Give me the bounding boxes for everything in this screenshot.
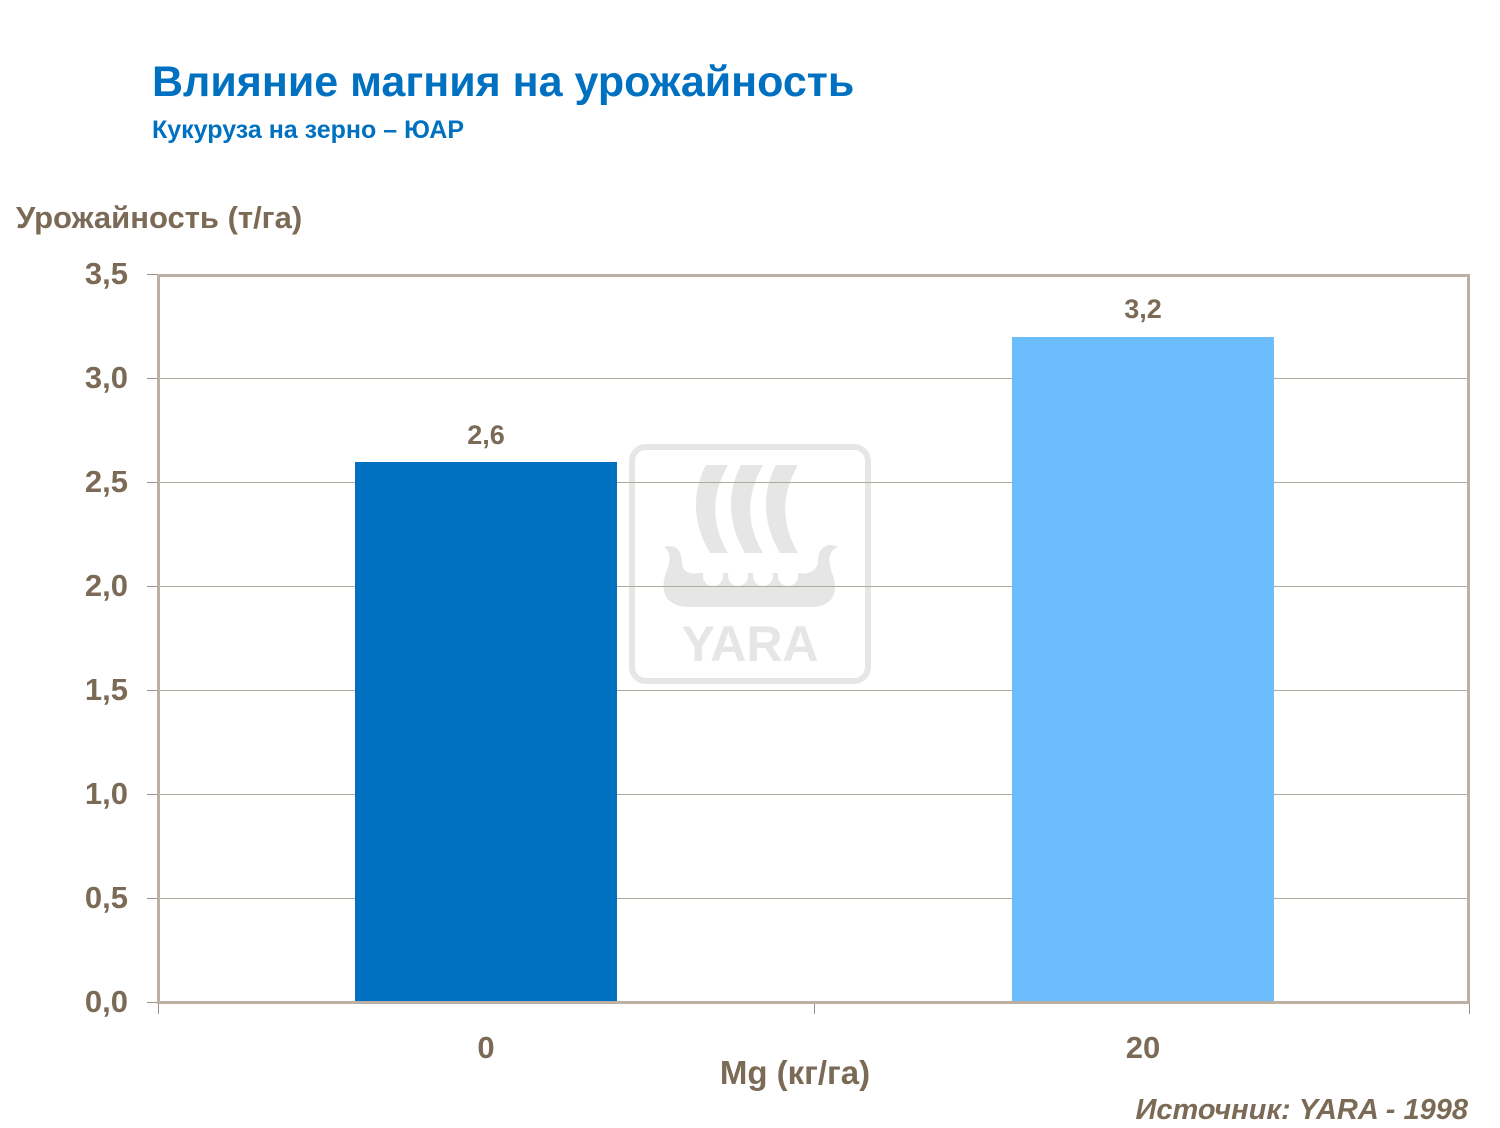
ytick-label: 0,0 (84, 984, 128, 1019)
chart-subtitle: Кукуруза на зерно – ЮАР (152, 116, 464, 144)
source-note: Источник: YARA - 1998 (1135, 1094, 1468, 1126)
xtick-label-0: 0 (477, 1030, 495, 1065)
gridline-2-0 (157, 586, 1470, 587)
ytick-label: 2,0 (84, 568, 128, 603)
ytick-mark (147, 482, 157, 483)
ytick-mark (147, 586, 157, 587)
ytick-label: 0,5 (84, 880, 128, 915)
ytick-label: 2,5 (84, 464, 128, 499)
ytick-mark (147, 274, 157, 275)
x-axis-label: Mg (кг/га) (719, 1054, 871, 1091)
ytick-mark (147, 1002, 157, 1003)
ytick-label: 1,5 (84, 672, 128, 707)
chart-title: Влияние магния на урожайность (152, 58, 855, 106)
gridline-1-5 (157, 690, 1470, 691)
bar-label-mg-20: 3,2 (1124, 294, 1162, 324)
xtick-mark (814, 1004, 815, 1014)
gridline-1-0 (157, 794, 1470, 795)
ytick-mark (147, 794, 157, 795)
ytick-label: 1,0 (84, 776, 128, 811)
ytick-label: 3,5 (84, 256, 128, 291)
yara-logo-icon: YARA (629, 444, 871, 684)
ytick-mark (147, 378, 157, 379)
gridline-0-5 (157, 898, 1470, 899)
plot-area (157, 274, 1470, 1003)
ytick-label: 3,0 (84, 360, 128, 395)
xtick-label-20: 20 (1125, 1030, 1161, 1065)
gridline-2-5 (157, 482, 1470, 483)
svg-text:YARA: YARA (681, 616, 818, 672)
bar-label-mg-0: 2,6 (467, 420, 505, 450)
y-axis-label: Урожайность (т/га) (16, 200, 303, 235)
ytick-mark (147, 898, 157, 899)
ytick-mark (147, 690, 157, 691)
xtick-mark (158, 1004, 159, 1014)
bar-mg-0 (355, 462, 617, 1002)
gridline-3-0 (157, 378, 1470, 379)
xtick-mark (1469, 1004, 1470, 1014)
bar-mg-20 (1012, 337, 1274, 1002)
x-axis-line (157, 1001, 1470, 1004)
